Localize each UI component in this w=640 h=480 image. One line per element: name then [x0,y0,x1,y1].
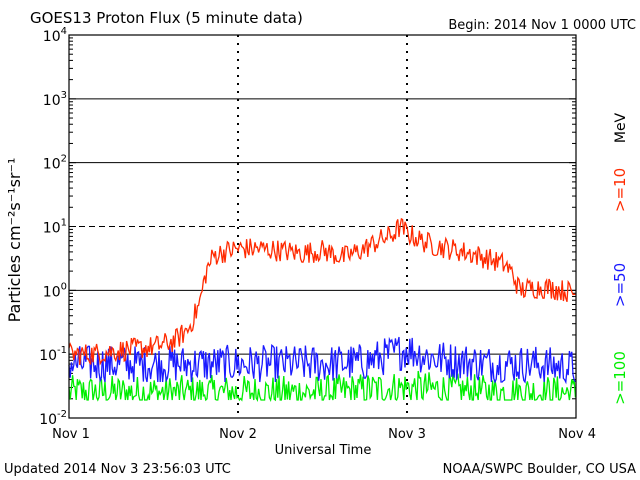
energy-unit-label: MeV [613,112,629,143]
updated-label: Updated 2014 Nov 3 23:56:03 UTC [4,462,231,477]
y-tick-label-2: 100 [43,281,67,300]
y-axis-label: Particles cm⁻²s⁻¹sr⁻¹ [5,158,24,323]
y-tick-label-1: 10-1 [39,345,67,364]
y-tick-base: 10 [43,29,61,45]
y-tick-label-0: 10-2 [39,409,67,428]
x-tick-label-3: Nov 4 [558,427,596,442]
y-tick-label-5: 103 [43,90,67,109]
y-tick-exponent: 0 [61,281,67,292]
plot-frame [68,34,577,419]
y-tick-exponent: -1 [57,345,67,356]
series-line-2 [68,370,577,402]
series-group [68,217,577,402]
begin-label: Begin: 2014 Nov 1 0000 UTC [448,18,636,33]
series-line-0 [68,217,576,366]
y-tick-base: 10 [43,284,61,300]
x-tick-labels: Nov 1 Nov 2 Nov 3 Nov 4 [52,427,596,442]
y-tick-base: 10 [39,348,57,364]
chart-title: GOES13 Proton Flux (5 minute data) [30,9,303,27]
y-tick-base: 10 [43,157,61,173]
y-tick-label-4: 102 [43,154,67,173]
source-label: NOAA/SWPC Boulder, CO USA [443,462,636,477]
y-tick-base: 10 [43,93,61,109]
x-axis-label: Universal Time [275,443,372,458]
x-tick-label-0: Nov 1 [52,427,90,442]
y-tick-exponent: 4 [61,26,67,37]
x-tick-label-1: Nov 2 [219,427,257,442]
legend-label-1: >=50 [611,263,629,307]
legend-label-2: >=100 [611,351,629,405]
y-tick-base: 10 [43,221,61,237]
x-tick-label-2: Nov 3 [388,427,426,442]
y-tick-exponent: 3 [61,90,67,101]
y-tick-exponent: 2 [61,154,67,165]
y-tick-label-3: 101 [43,218,67,237]
legend: >=10 >=50 >=100 [611,168,629,405]
y-tick-exponent: 1 [61,218,67,229]
y-tick-label-6: 104 [43,26,67,45]
series-line-1 [68,336,576,385]
y-tick-base: 10 [39,412,57,428]
y-tick-exponent: -2 [57,409,67,420]
legend-label-0: >=10 [611,168,629,212]
